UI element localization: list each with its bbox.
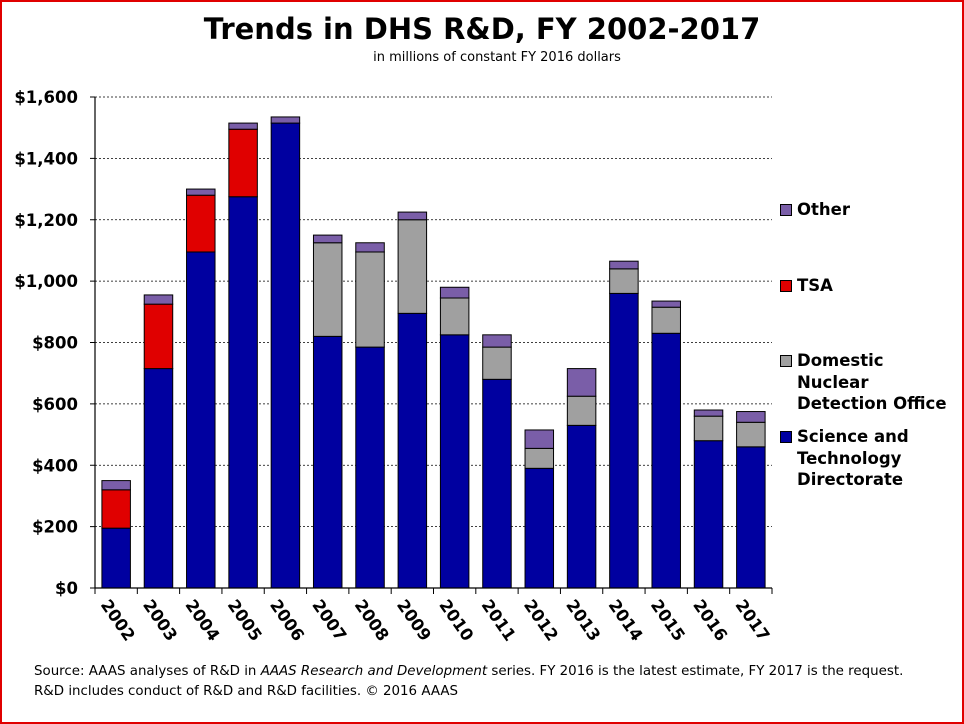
- y-tick-label: $800: [32, 334, 78, 353]
- bar-segment: [609, 292, 639, 589]
- bar-segment: [101, 489, 131, 529]
- bar-segment: [397, 219, 428, 314]
- bar-segment: [228, 128, 258, 198]
- bar-segment: [312, 242, 343, 337]
- bar-segment: [651, 332, 681, 589]
- y-tick-label: $400: [32, 456, 78, 475]
- bar-segment: [482, 346, 512, 380]
- y-tick-label: $1,000: [14, 272, 78, 291]
- bar-segment: [693, 440, 724, 589]
- chart-title: Trends in DHS R&D, FY 2002-2017: [203, 12, 761, 46]
- bar-segment: [524, 447, 555, 469]
- x-tick-label: 2005: [224, 596, 266, 645]
- bar-segment: [651, 300, 681, 308]
- y-tick-label: $1,600: [14, 88, 78, 107]
- x-tick-label: 2002: [97, 596, 139, 645]
- legend-label-other: Other: [797, 200, 850, 219]
- x-tick-label: 2010: [435, 596, 477, 645]
- bar-segment: [186, 188, 216, 196]
- bar-segment: [228, 122, 258, 130]
- bar-segment: [228, 196, 258, 589]
- legend-swatch-other: [780, 204, 792, 216]
- bar-segment: [736, 411, 766, 423]
- y-tick-labels: $0 $200 $400 $600 $800 $1,000 $1,200 $1,400 $1,6…: [14, 88, 95, 598]
- bar-segment: [609, 268, 639, 294]
- bar-segment: [566, 424, 597, 589]
- bar-segment: [355, 251, 385, 348]
- y-tick-label: $200: [32, 518, 78, 537]
- chart-subtitle: in millions of constant FY 2016 dollars: [373, 50, 621, 65]
- source-note: Source: AAAS analyses of R&D in AAAS Res…: [34, 664, 904, 699]
- bar-segment: [143, 303, 174, 370]
- bar-segment: [736, 421, 766, 448]
- bars: [101, 116, 766, 589]
- bar-segment: [355, 346, 385, 589]
- bar-segment: [482, 378, 512, 589]
- bar-segment: [482, 334, 512, 348]
- x-tick-label: 2014: [605, 596, 647, 645]
- x-tick-label: 2017: [731, 596, 773, 645]
- x-tick-label: 2011: [478, 596, 520, 645]
- x-tick-label: 2012: [520, 596, 562, 645]
- bar-segment: [693, 409, 724, 417]
- bar-segment: [524, 429, 555, 449]
- bar-segment: [439, 297, 470, 336]
- x-tick-label: 2006: [266, 596, 308, 645]
- bar-segment: [143, 294, 174, 305]
- x-tick-label: 2008: [351, 596, 393, 645]
- x-tick-label: 2004: [181, 596, 223, 645]
- y-tick-label: $0: [55, 579, 78, 598]
- bar-segment: [524, 467, 555, 589]
- bar-segment: [439, 334, 470, 589]
- y-tick-label: $1,200: [14, 211, 78, 230]
- bar-segment: [101, 527, 131, 589]
- bar-segment: [143, 368, 174, 589]
- x-tick-label: 2013: [562, 596, 604, 645]
- bar-segment: [651, 306, 681, 334]
- bar-segment: [397, 312, 428, 589]
- bar-segment: [186, 251, 216, 589]
- bar-segment: [609, 260, 639, 270]
- legend-swatch-st: [780, 431, 792, 443]
- x-tick-label: 2003: [139, 596, 181, 645]
- bar-segment: [355, 242, 385, 253]
- bar-segment: [566, 368, 597, 397]
- legend-label-tsa: TSA: [797, 276, 833, 295]
- y-tick-label: $1,400: [14, 149, 78, 168]
- x-tick-label: 2009: [393, 596, 435, 645]
- bar-segment: [270, 116, 301, 124]
- x-tick-label: 2007: [308, 596, 350, 645]
- bar-segment: [101, 480, 131, 491]
- x-tick-label: 2015: [647, 596, 689, 645]
- bar-segment: [186, 194, 216, 253]
- bar-segment: [312, 335, 343, 589]
- y-tick-label: $600: [32, 395, 78, 414]
- bar-segment: [439, 286, 470, 299]
- legend-swatch-tsa: [780, 280, 792, 292]
- bar-segment: [693, 415, 724, 442]
- bar-segment: [566, 395, 597, 426]
- legend-swatch-dndo: [780, 355, 792, 367]
- x-tick-labels: 2002 2003 2004 2005 2006 2007 2008 2009 2010 2011…: [97, 596, 774, 645]
- x-tick-label: 2016: [689, 596, 731, 645]
- bar-segment: [397, 211, 428, 221]
- bar-segment: [270, 122, 301, 589]
- legend-label-st: Science and Technology Directorate: [797, 427, 909, 489]
- legend-label-dndo: Domestic Nuclear Detection Office: [797, 351, 947, 413]
- bar-segment: [312, 234, 343, 244]
- bar-segment: [736, 446, 766, 589]
